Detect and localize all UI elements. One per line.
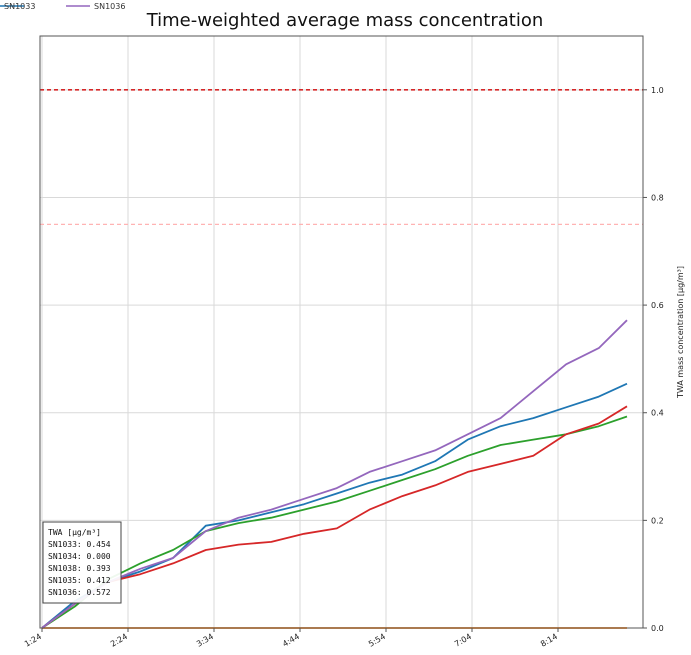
reference-lines — [40, 89, 643, 225]
twa-box-line-sn1035: SN1035: 0.412 — [48, 576, 111, 585]
plot-frame — [39, 35, 644, 629]
y-tick-label: 1.0 — [651, 86, 664, 95]
series-line-sn1036 — [41, 319, 628, 629]
series-line-sn1038 — [41, 415, 628, 629]
x-tick-label: 8:14 — [539, 632, 559, 649]
series-line-sn1033 — [41, 382, 628, 629]
legend: SN1033 SN1036 — [0, 2, 125, 11]
legend-label-sn1036: SN1036 — [94, 2, 125, 11]
y-axis-label: TWA mass concentration [µg/m³] — [676, 266, 685, 399]
twa-annotation-box: TWA [µg/m³] SN1033: 0.454 SN1034: 0.000 … — [42, 521, 122, 604]
y-tick-label: 0.4 — [651, 409, 664, 418]
x-tick-label: 5:54 — [367, 632, 387, 649]
x-axis-ticks: 1:24 2:24 3:34 4:44 5:54 7:04 8:14 — [23, 628, 559, 649]
twa-box-line-sn1038: SN1038: 0.393 — [48, 564, 111, 573]
x-tick-label: 2:24 — [109, 632, 129, 649]
twa-box-line-sn1036: SN1036: 0.572 — [48, 588, 111, 597]
legend-label-sn1033: SN1033 — [4, 2, 35, 11]
y-tick-label: 0.2 — [651, 516, 664, 525]
x-tick-label: 1:24 — [23, 632, 43, 649]
series-lines — [41, 319, 628, 629]
x-tick-label: 7:04 — [453, 632, 473, 649]
y-tick-label: 0.0 — [651, 624, 664, 633]
chart-title: Time-weighted average mass concentration — [146, 10, 544, 31]
y-tick-label: 0.6 — [651, 301, 664, 310]
twa-box-line-sn1034: SN1034: 0.000 — [48, 552, 111, 561]
twa-box-line-sn1033: SN1033: 0.454 — [48, 540, 111, 549]
y-axis-ticks: 0.0 0.2 0.4 0.6 0.8 1.0 — [643, 86, 664, 633]
series-line-sn1035 — [41, 405, 628, 629]
x-tick-label: 3:34 — [195, 632, 215, 649]
twa-box-header: TWA [µg/m³] — [48, 528, 101, 537]
grid — [40, 36, 643, 629]
x-tick-label: 4:44 — [281, 632, 301, 649]
y-tick-label: 0.8 — [651, 193, 664, 202]
